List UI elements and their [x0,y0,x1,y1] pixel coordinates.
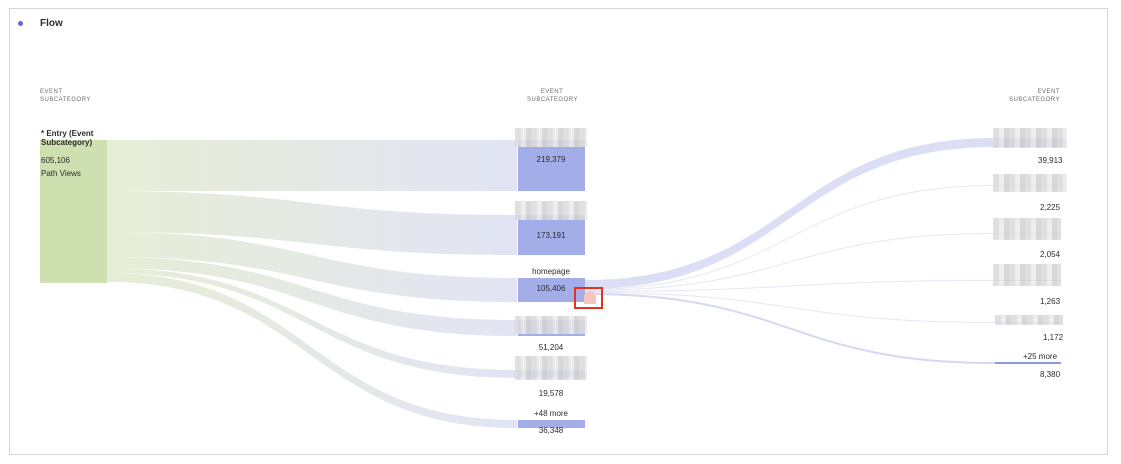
flow-link-homepage-right3[interactable] [585,233,995,291]
flow-link-entry-node3[interactable] [107,232,517,302]
flow-link-entry-node4[interactable] [107,257,517,336]
right-node-value-6: 8,380 [1040,370,1061,379]
right-node-value-5: 1,172 [1043,333,1064,342]
middle-node-label-6: +48 more [533,409,569,418]
right-node-value-1: 39,913 [1038,156,1063,165]
middle-node-value-1: 219,379 [536,155,566,164]
entry-node-title: * Entry (Event Subcategory) [41,129,94,147]
column-header-2-line2: SUBCATEGORY [527,97,578,103]
column-header-1-line1: EVENT [40,89,63,95]
column-header-1: EVENT SUBCATEGORY [40,88,91,104]
redacted-label [993,218,1061,240]
redacted-label [515,201,587,220]
redacted-label [515,316,587,334]
redacted-label [993,174,1067,192]
redacted-label [515,356,587,380]
entry-node-value: 605,106 [41,156,70,165]
panel-title: Flow [40,18,63,29]
right-node-label-6: +25 more [1023,352,1058,361]
right-node-value-2: 2,225 [1040,203,1061,212]
flow-link-entry-node1[interactable] [107,140,517,191]
middle-node-bar-2[interactable] [518,215,585,255]
highlight-box [574,287,603,309]
right-node-value-4: 1,263 [1040,297,1061,306]
middle-node-value-2: 173,191 [536,231,566,240]
redacted-label [993,264,1061,286]
middle-node-value-3: 105,406 [536,284,566,293]
entry-node-bar[interactable] [40,140,107,283]
flow-link-entry-node2[interactable] [107,191,517,255]
column-header-1-line2: SUBCATEGORY [40,97,91,103]
right-node-bar-6[interactable] [995,362,1061,364]
flow-link-homepage-right1[interactable] [585,138,995,289]
middle-node-value-6: 36,348 [538,426,564,435]
middle-node-bar-1[interactable] [518,140,585,191]
column-header-3-line2: SUBCATEGORY [1009,97,1060,103]
flow-link-entry-node5[interactable] [107,268,517,378]
entry-node-sub: Path Views [41,169,81,178]
flow-link-homepage-right2[interactable] [585,185,995,290]
column-header-2: EVENT SUBCATEGORY [527,88,577,104]
middle-node-bar-6[interactable] [518,420,585,428]
flow-link-homepage-right5[interactable] [585,292,995,323]
column-header-3: EVENT SUBCATEGORY [1006,88,1060,104]
flow-link-homepage-right6[interactable] [585,293,995,364]
panel-bullet-icon [18,21,23,26]
middle-node-value-4: 51,204 [538,343,564,352]
middle-node-bar-3[interactable] [518,278,585,302]
middle-node-label-3: homepage [532,267,570,276]
expand-node-handle[interactable] [584,291,596,304]
flow-link-entry-node6[interactable] [107,273,517,428]
right-node-value-3: 2,054 [1040,250,1061,259]
flow-link-homepage-right4[interactable] [585,280,995,292]
column-header-3-line1: EVENT [1037,89,1060,95]
column-header-2-line1: EVENT [540,89,564,95]
middle-node-value-5: 19,578 [538,389,564,398]
redacted-label [515,128,587,147]
redacted-label [995,315,1063,325]
redacted-label [993,128,1067,148]
